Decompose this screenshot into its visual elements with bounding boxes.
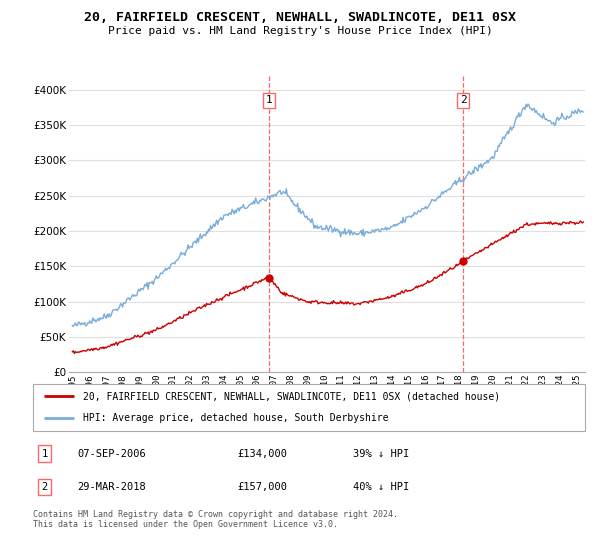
Text: 40% ↓ HPI: 40% ↓ HPI: [353, 482, 409, 492]
Text: 2: 2: [460, 95, 467, 105]
Text: 1: 1: [265, 95, 272, 105]
Text: £134,000: £134,000: [237, 449, 287, 459]
Text: Contains HM Land Registry data © Crown copyright and database right 2024.
This d: Contains HM Land Registry data © Crown c…: [33, 510, 398, 529]
Text: HPI: Average price, detached house, South Derbyshire: HPI: Average price, detached house, Sout…: [83, 413, 388, 423]
Text: 20, FAIRFIELD CRESCENT, NEWHALL, SWADLINCOTE, DE11 0SX: 20, FAIRFIELD CRESCENT, NEWHALL, SWADLIN…: [84, 11, 516, 24]
Text: £157,000: £157,000: [237, 482, 287, 492]
Text: Price paid vs. HM Land Registry's House Price Index (HPI): Price paid vs. HM Land Registry's House …: [107, 26, 493, 36]
FancyBboxPatch shape: [33, 384, 585, 431]
Text: 1: 1: [41, 449, 47, 459]
Text: 2: 2: [41, 482, 47, 492]
Text: 20, FAIRFIELD CRESCENT, NEWHALL, SWADLINCOTE, DE11 0SX (detached house): 20, FAIRFIELD CRESCENT, NEWHALL, SWADLIN…: [83, 391, 500, 402]
Text: 39% ↓ HPI: 39% ↓ HPI: [353, 449, 409, 459]
Text: 29-MAR-2018: 29-MAR-2018: [77, 482, 146, 492]
Text: 07-SEP-2006: 07-SEP-2006: [77, 449, 146, 459]
